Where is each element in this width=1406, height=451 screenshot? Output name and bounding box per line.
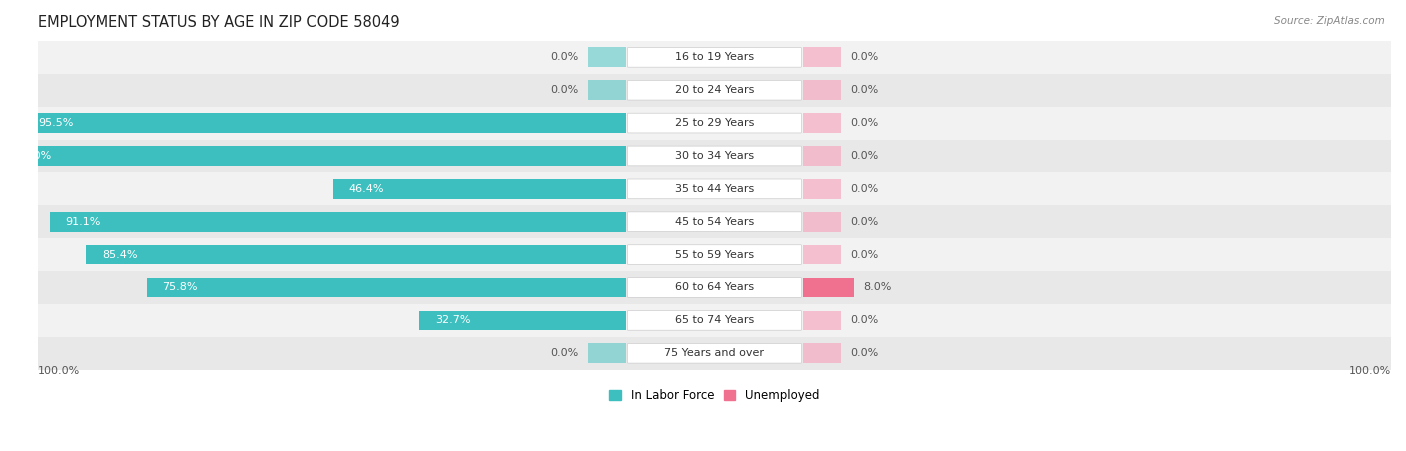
FancyBboxPatch shape	[627, 245, 801, 264]
Text: 85.4%: 85.4%	[101, 249, 138, 260]
FancyBboxPatch shape	[627, 113, 801, 133]
Bar	[86, 245, 626, 264]
Bar	[803, 80, 841, 100]
Text: 65 to 74 Years: 65 to 74 Years	[675, 315, 754, 325]
Bar	[803, 47, 841, 67]
Bar	[803, 212, 841, 232]
Bar	[803, 278, 853, 297]
Text: 45 to 54 Years: 45 to 54 Years	[675, 217, 754, 227]
Bar	[38, 271, 1391, 304]
Text: Source: ZipAtlas.com: Source: ZipAtlas.com	[1274, 16, 1385, 26]
Text: 100.0%: 100.0%	[10, 151, 52, 161]
Text: 75.8%: 75.8%	[163, 282, 198, 293]
Bar	[38, 238, 1391, 271]
FancyBboxPatch shape	[627, 343, 801, 363]
Text: 0.0%: 0.0%	[851, 184, 879, 194]
Bar	[419, 310, 626, 330]
Text: 60 to 64 Years: 60 to 64 Years	[675, 282, 754, 293]
Text: 0.0%: 0.0%	[851, 118, 879, 128]
FancyBboxPatch shape	[627, 47, 801, 67]
FancyBboxPatch shape	[627, 278, 801, 297]
Text: 75 Years and over: 75 Years and over	[665, 348, 765, 358]
Bar	[803, 113, 841, 133]
FancyBboxPatch shape	[627, 179, 801, 199]
Bar	[51, 212, 626, 232]
Text: 0.0%: 0.0%	[851, 217, 879, 227]
Text: EMPLOYMENT STATUS BY AGE IN ZIP CODE 58049: EMPLOYMENT STATUS BY AGE IN ZIP CODE 580…	[38, 15, 399, 30]
Bar	[588, 343, 626, 363]
Text: 8.0%: 8.0%	[863, 282, 891, 293]
Text: 32.7%: 32.7%	[434, 315, 471, 325]
Bar	[803, 146, 841, 166]
Text: 0.0%: 0.0%	[851, 151, 879, 161]
Text: 0.0%: 0.0%	[550, 348, 578, 358]
Bar	[38, 106, 1391, 139]
Text: 0.0%: 0.0%	[550, 85, 578, 95]
Text: 95.5%: 95.5%	[38, 118, 73, 128]
Text: 0.0%: 0.0%	[550, 52, 578, 62]
Text: 55 to 59 Years: 55 to 59 Years	[675, 249, 754, 260]
Bar	[803, 245, 841, 264]
Text: 30 to 34 Years: 30 to 34 Years	[675, 151, 754, 161]
Text: 91.1%: 91.1%	[66, 217, 101, 227]
FancyBboxPatch shape	[627, 146, 801, 166]
Text: 35 to 44 Years: 35 to 44 Years	[675, 184, 754, 194]
Text: 46.4%: 46.4%	[349, 184, 384, 194]
Text: 0.0%: 0.0%	[851, 85, 879, 95]
Bar	[38, 172, 1391, 205]
Text: 100.0%: 100.0%	[38, 366, 80, 376]
Bar	[0, 146, 626, 166]
Bar	[803, 310, 841, 330]
Text: 0.0%: 0.0%	[851, 52, 879, 62]
Bar	[38, 41, 1391, 74]
Bar	[803, 179, 841, 199]
Bar	[22, 113, 626, 133]
Text: 16 to 19 Years: 16 to 19 Years	[675, 52, 754, 62]
Bar	[146, 278, 626, 297]
Bar	[588, 47, 626, 67]
Text: 100.0%: 100.0%	[1348, 366, 1391, 376]
Bar	[803, 343, 841, 363]
Bar	[38, 337, 1391, 370]
Legend: In Labor Force, Unemployed: In Labor Force, Unemployed	[605, 384, 824, 406]
Text: 25 to 29 Years: 25 to 29 Years	[675, 118, 754, 128]
Bar	[38, 304, 1391, 337]
Bar	[38, 139, 1391, 172]
Bar	[333, 179, 626, 199]
Text: 0.0%: 0.0%	[851, 315, 879, 325]
Bar	[38, 74, 1391, 106]
FancyBboxPatch shape	[627, 310, 801, 330]
Bar	[38, 205, 1391, 238]
Bar	[588, 80, 626, 100]
FancyBboxPatch shape	[627, 212, 801, 232]
Text: 0.0%: 0.0%	[851, 249, 879, 260]
Text: 0.0%: 0.0%	[851, 348, 879, 358]
Text: 20 to 24 Years: 20 to 24 Years	[675, 85, 754, 95]
FancyBboxPatch shape	[627, 80, 801, 100]
